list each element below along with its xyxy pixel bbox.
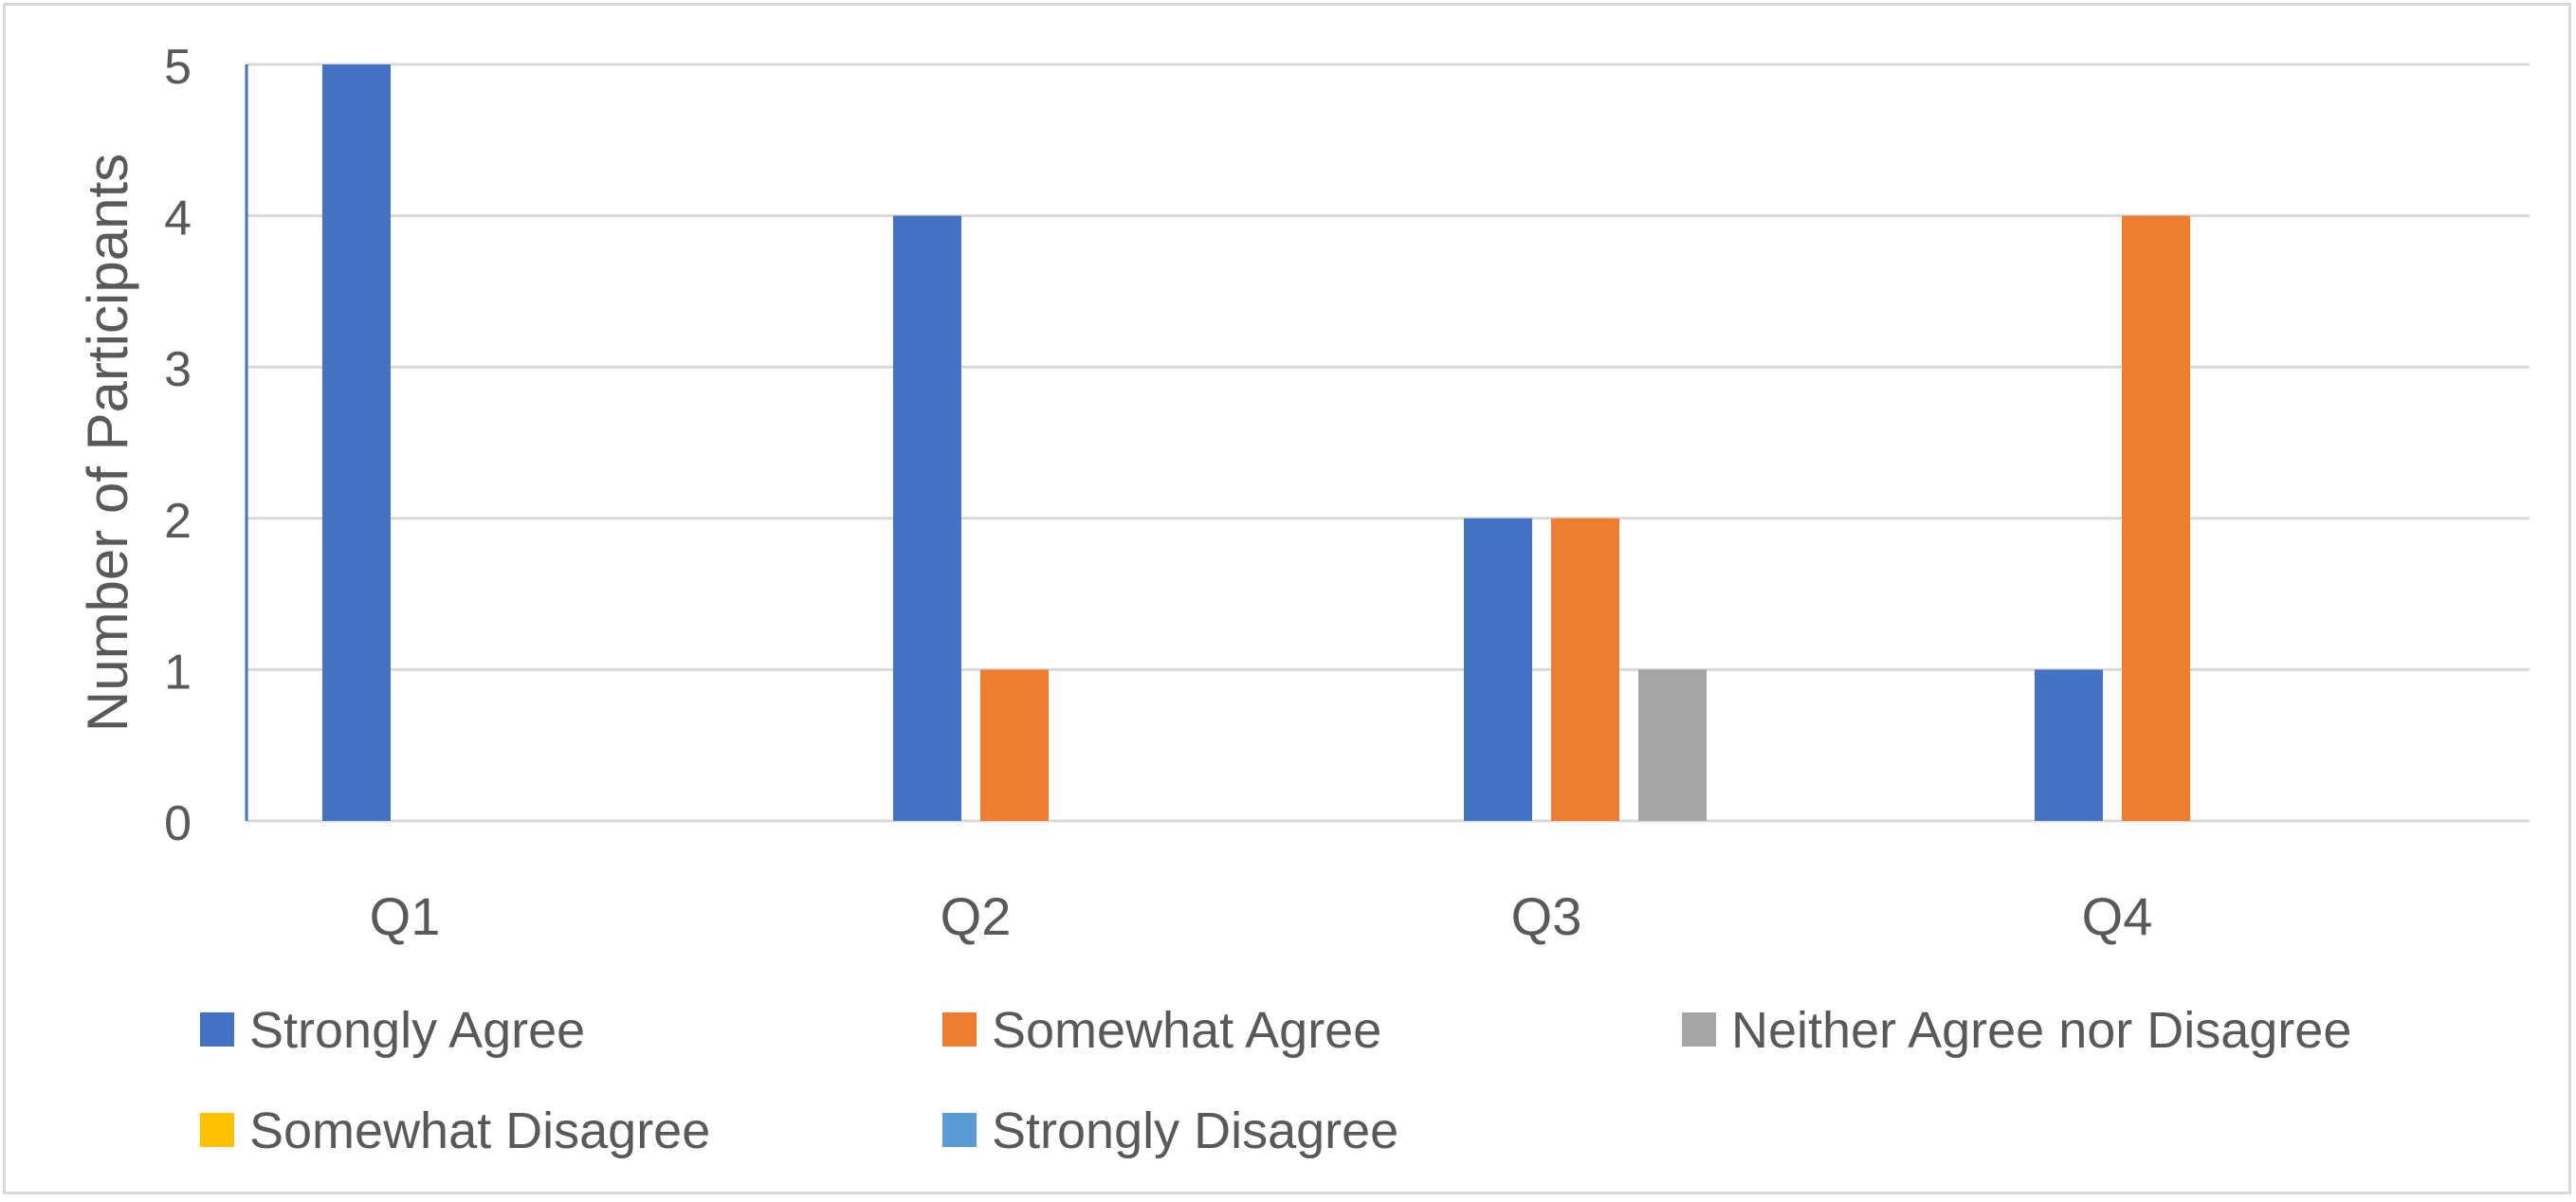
legend-swatch bbox=[1682, 1012, 1716, 1047]
y-tick-label: 5 bbox=[164, 40, 192, 95]
legend-swatch bbox=[942, 1012, 977, 1047]
y-axis-title: Number of Participants bbox=[76, 154, 139, 732]
bar-neither-agree-nor-disagree-q3 bbox=[1638, 669, 1707, 821]
chart-frame: 0 1 2 3 4 5 Q1 Q2 Q3 Q4 Number of Participants S… bbox=[3, 3, 2571, 1194]
legend-swatch bbox=[200, 1113, 234, 1147]
y-tick-label: 0 bbox=[164, 796, 192, 851]
legend-label: Neither Agree nor Disagree bbox=[1731, 1002, 2351, 1059]
bar-chart: 0 1 2 3 4 5 Q1 Q2 Q3 Q4 Number of Participants S… bbox=[76, 40, 2530, 1159]
bar-strongly-agree-q4 bbox=[2035, 669, 2103, 821]
legend-label: Somewhat Agree bbox=[992, 1002, 1381, 1059]
legend-label: Somewhat Disagree bbox=[249, 1102, 710, 1159]
legend: Strongly Agree Somewhat Agree Neither Agre… bbox=[200, 1002, 2351, 1159]
legend-swatch bbox=[200, 1012, 234, 1047]
x-axis-ticks: Q1 Q2 Q3 Q4 bbox=[370, 886, 2153, 946]
y-tick-label: 3 bbox=[164, 342, 192, 397]
x-tick-label: Q4 bbox=[2082, 886, 2153, 946]
legend-label: Strongly Disagree bbox=[992, 1102, 1398, 1159]
legend-swatch bbox=[942, 1113, 977, 1147]
bar-somewhat-agree-q3 bbox=[1551, 518, 1619, 821]
y-tick-label: 1 bbox=[164, 645, 192, 700]
bar-strongly-agree-q3 bbox=[1464, 518, 1532, 821]
bars bbox=[322, 64, 2190, 822]
x-tick-label: Q1 bbox=[370, 886, 441, 946]
bar-strongly-agree-q2 bbox=[893, 215, 961, 822]
bar-strongly-agree-q1 bbox=[322, 64, 391, 821]
x-tick-label: Q3 bbox=[1511, 886, 1582, 946]
y-tick-label: 4 bbox=[164, 191, 192, 246]
y-axis-ticks: 0 1 2 3 4 5 bbox=[164, 40, 192, 851]
legend-label: Strongly Agree bbox=[249, 1002, 585, 1059]
y-tick-label: 2 bbox=[164, 494, 192, 549]
bar-somewhat-agree-q2 bbox=[980, 669, 1049, 821]
x-tick-label: Q2 bbox=[941, 886, 1012, 946]
bar-somewhat-agree-q4 bbox=[2122, 215, 2190, 822]
